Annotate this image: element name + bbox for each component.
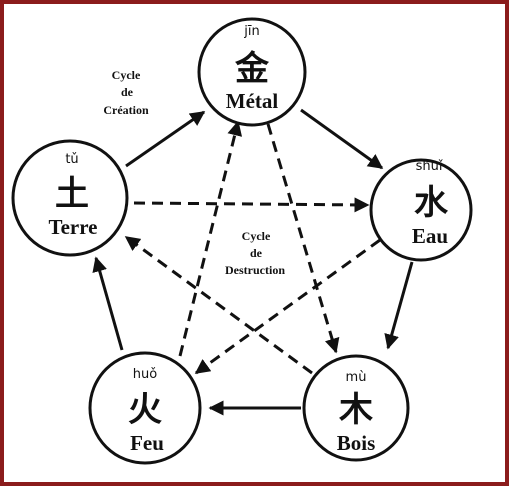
element-node-water: shuǐ 水 Eau (369, 158, 473, 262)
metal-character: 金 (234, 49, 270, 89)
element-node-wood: mù 木 Bois (302, 354, 410, 462)
arrow-water-to-fire (194, 238, 381, 375)
fire-character: 火 (128, 390, 162, 430)
arrow-water-to-wood (384, 261, 414, 350)
fire-pinyin: huǒ (133, 367, 157, 382)
arrow-metal-to-wood (266, 123, 340, 354)
wood-character: 木 (338, 390, 373, 430)
arrow-metal-to-water (300, 108, 384, 170)
water-name: Eau (412, 224, 449, 248)
creation-cycle-label: Cycle de Création (103, 68, 149, 117)
wood-pinyin: mù (346, 370, 367, 385)
wood-name: Bois (337, 431, 376, 455)
svg-text:Destruction: Destruction (225, 263, 285, 277)
water-character: 水 (414, 183, 449, 223)
destruction-cycle-label: Cycle de Destruction (225, 229, 285, 277)
fire-name: Feu (130, 431, 164, 455)
element-node-fire: huǒ 火 Feu (88, 351, 202, 465)
water-pinyin: shuǐ (416, 159, 443, 174)
earth-character: 土 (55, 174, 89, 214)
svg-text:Cycle: Cycle (242, 229, 271, 243)
metal-pinyin: jīn (243, 24, 259, 39)
arrow-earth-to-water (133, 197, 370, 213)
arrow-wood-to-earth (124, 235, 313, 375)
arrow-fire-to-metal (178, 120, 243, 357)
svg-text:de: de (250, 246, 263, 260)
svg-text:Cycle: Cycle (112, 68, 141, 82)
metal-name: Métal (226, 89, 279, 113)
svg-text:Création: Création (103, 103, 149, 117)
element-node-earth: tǔ 土 Terre (11, 139, 129, 257)
earth-name: Terre (49, 215, 98, 239)
arrow-earth-to-metal (125, 110, 206, 168)
earth-pinyin: tǔ (65, 152, 78, 167)
svg-text:de: de (121, 85, 134, 99)
creation-cycle-arrows (92, 108, 414, 416)
destruction-cycle-arrows (124, 120, 381, 375)
arrow-fire-to-earth (92, 256, 124, 351)
element-node-metal: jīn 金 Métal (197, 17, 307, 127)
